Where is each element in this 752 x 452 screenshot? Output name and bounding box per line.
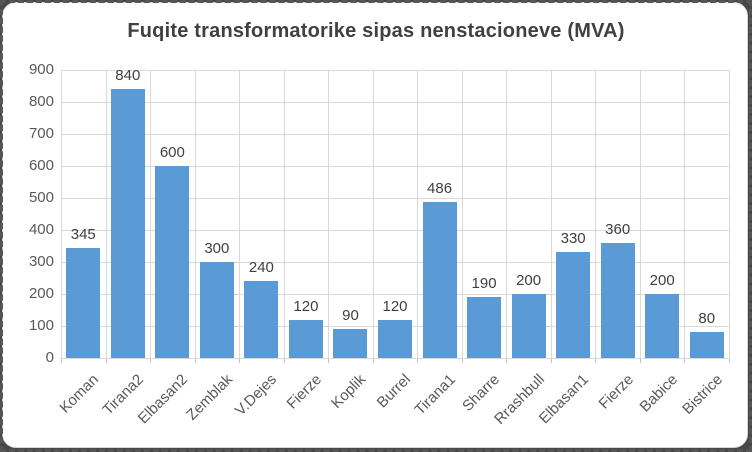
x-axis-tick-mark xyxy=(328,359,330,363)
x-gridline xyxy=(417,70,419,358)
bar xyxy=(600,242,635,358)
y-gridline xyxy=(61,134,729,135)
bar xyxy=(110,89,145,358)
bar-value-label: 90 xyxy=(342,307,359,325)
y-axis-tick-label: 300 xyxy=(28,253,54,270)
x-gridline xyxy=(506,70,508,358)
bar-value-label: 330 xyxy=(560,230,586,248)
bar-value-label: 345 xyxy=(70,225,96,243)
y-gridline xyxy=(61,230,729,231)
y-axis-tick-label: 700 xyxy=(28,125,54,142)
x-axis-tick-mark xyxy=(550,359,552,363)
y-gridline xyxy=(61,102,729,103)
x-gridline xyxy=(283,70,285,358)
bar xyxy=(422,202,457,358)
x-gridline xyxy=(729,70,730,358)
x-gridline xyxy=(61,70,62,358)
x-axis-tick-mark xyxy=(283,359,285,363)
bar-value-label: 120 xyxy=(293,297,319,315)
x-axis-tick-mark xyxy=(461,359,463,363)
y-gridline xyxy=(61,262,729,263)
bar xyxy=(511,294,546,358)
bar-value-label: 486 xyxy=(427,180,453,198)
x-gridline xyxy=(150,70,152,358)
bar xyxy=(199,262,234,358)
bar xyxy=(645,294,680,358)
x-gridline xyxy=(461,70,463,358)
x-axis-tick-mark xyxy=(729,359,730,363)
x-axis-tick-mark xyxy=(150,359,152,363)
x-gridline xyxy=(105,70,107,358)
x-gridline xyxy=(684,70,686,358)
bar xyxy=(689,332,724,358)
x-gridline xyxy=(239,70,241,358)
bar xyxy=(467,297,502,358)
bar xyxy=(155,166,190,358)
x-axis-tick-mark xyxy=(372,359,374,363)
y-axis-tick-label: 400 xyxy=(28,221,54,238)
bar-value-label: 200 xyxy=(516,272,542,289)
x-gridline xyxy=(550,70,552,358)
chart-title: Fuqite transformatorike sipas nenstacion… xyxy=(127,20,625,42)
y-axis-tick-label: 200 xyxy=(28,285,54,302)
x-axis-tick-mark xyxy=(684,359,686,363)
y-axis-tick-label: 100 xyxy=(28,317,54,334)
bar-value-label: 80 xyxy=(698,310,716,328)
x-gridline xyxy=(372,70,374,358)
bar-value-label: 200 xyxy=(649,272,675,289)
bar-value-label: 240 xyxy=(248,259,274,277)
y-gridline xyxy=(61,358,729,359)
x-gridline xyxy=(194,70,196,358)
y-axis-tick-label: 800 xyxy=(28,93,54,110)
bar xyxy=(66,247,101,358)
y-axis-tick-label: 600 xyxy=(28,157,54,174)
bar xyxy=(333,329,368,358)
x-axis-tick-mark xyxy=(506,359,508,363)
bar-value-label: 360 xyxy=(605,220,631,238)
x-axis-tick-mark xyxy=(595,359,597,363)
bar xyxy=(244,281,279,358)
bar xyxy=(378,319,412,358)
bar-value-label: 300 xyxy=(204,240,230,257)
x-gridline xyxy=(639,70,641,358)
x-axis-tick-mark xyxy=(417,359,419,363)
bar-value-label: 600 xyxy=(159,144,185,161)
x-gridline xyxy=(595,70,597,358)
y-gridline xyxy=(61,70,729,71)
y-axis-tick-label: 500 xyxy=(28,189,54,206)
x-axis-tick-mark xyxy=(639,359,641,363)
y-gridline xyxy=(61,166,729,167)
x-axis-tick-mark xyxy=(61,359,62,363)
bar-value-label: 840 xyxy=(115,67,141,85)
y-axis-tick-label: 0 xyxy=(45,349,54,366)
bar-value-label: 120 xyxy=(382,297,408,315)
bar xyxy=(288,319,323,358)
y-gridline xyxy=(61,198,729,199)
y-gridline xyxy=(61,294,729,295)
x-gridline xyxy=(328,70,330,358)
bar xyxy=(556,252,591,358)
y-axis-tick-label: 900 xyxy=(28,61,54,78)
x-axis-tick-mark xyxy=(105,359,107,363)
x-axis-tick-mark xyxy=(239,359,241,363)
bar-value-label: 190 xyxy=(471,275,497,293)
x-axis-tick-mark xyxy=(194,359,196,363)
